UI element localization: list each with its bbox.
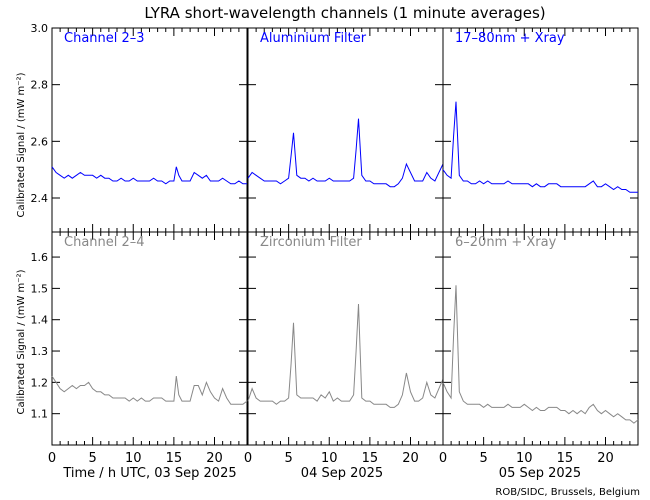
panel-frame-top_row-2 — [442, 27, 639, 233]
x-tick-label: 15 — [362, 451, 379, 466]
y-tick-label: 1.6 — [31, 251, 49, 264]
x-tick-label: 15 — [557, 451, 574, 466]
x-axis-label-day3: 05 Sep 2025 — [499, 466, 581, 481]
series-line-bottom_row-0 — [51, 375, 248, 405]
x-tick-label: 10 — [321, 451, 338, 466]
x-tick-label: 20 — [402, 451, 419, 466]
panel-label: 17–80nm + Xray — [455, 31, 565, 46]
x-tick-label: 5 — [284, 451, 292, 466]
panel-label: Channel 2–3 — [64, 31, 145, 46]
y-tick-label: 2.4 — [31, 192, 49, 205]
series-line-top_row-0 — [51, 166, 247, 185]
x-tick-label: 10 — [516, 451, 533, 466]
series-line-bottom_row-2 — [442, 285, 639, 424]
panel-label: Channel 2–4 — [64, 235, 145, 250]
panel-frame-top_row-0 — [51, 27, 248, 233]
y-tick-label: 2.6 — [31, 135, 49, 148]
panel-frame-top_row-1 — [247, 27, 444, 233]
series-line-top_row-2 — [442, 101, 638, 193]
panel-frame-bottom_row-1 — [247, 231, 444, 446]
y-tick-label: 1.1 — [31, 408, 49, 421]
panel-label: Zirconium Filter — [260, 235, 362, 250]
panel-label: Aluminium Filter — [260, 31, 367, 46]
x-tick-label: 10 — [125, 451, 142, 466]
y-tick-label: 2.8 — [31, 79, 49, 92]
chart-title: LYRA short-wavelength channels (1 minute… — [144, 4, 545, 22]
panel-label: 6–20nm + Xray — [455, 235, 557, 250]
y-tick-label: 3.0 — [31, 22, 49, 35]
y-tick-label: 1.2 — [31, 376, 49, 389]
x-tick-label: 0 — [244, 451, 252, 466]
series-line-top_row-1 — [247, 118, 444, 188]
x-tick-label: 20 — [597, 451, 614, 466]
y-tick-label: 1.4 — [31, 314, 49, 327]
panel-frame-bottom_row-0 — [51, 231, 248, 446]
x-axis-label-day2: 04 Sep 2025 — [301, 466, 383, 481]
x-axis-label-day1: Time / h UTC, 03 Sep 2025 — [62, 466, 236, 481]
x-tick-label: 20 — [206, 451, 223, 466]
x-tick-label: 0 — [439, 451, 447, 466]
y-tick-label: 1.5 — [31, 282, 49, 295]
y-tick-label: 1.3 — [31, 345, 49, 358]
series-line-bottom_row-1 — [247, 303, 444, 408]
x-tick-label: 5 — [88, 451, 96, 466]
y-axis-label-top: Calibrated Signal / (mW m⁻²) — [16, 72, 27, 217]
x-tick-label: 0 — [48, 451, 56, 466]
plot-area: 2.4 2.6 2.8 3.0 Channel 2–3 Aluminium Filter 1… — [31, 22, 639, 466]
credit-text: ROB/SIDC, Brussels, Belgium — [495, 487, 640, 498]
x-tick-label: 15 — [166, 451, 183, 466]
x-tick-label: 5 — [479, 451, 487, 466]
y-axis-label-bottom: Calibrated Signal / (mW m⁻²) — [16, 269, 27, 414]
